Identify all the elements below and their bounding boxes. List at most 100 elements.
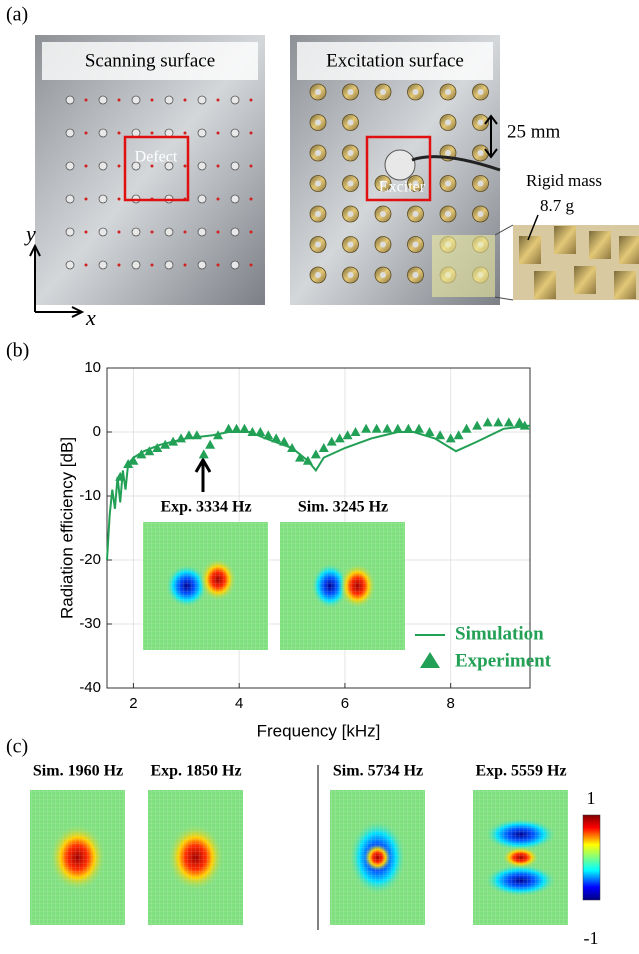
experiment-marker [152,443,163,452]
marker-dot [249,98,253,102]
experiment-marker [392,423,403,433]
bolt [131,161,141,171]
marker-dot [117,98,121,102]
colorbar-tick: -1 [584,928,599,948]
bolt [131,95,141,105]
experiment-marker [223,423,234,433]
annotation: Exp. 3334 Hz [160,499,251,516]
axes-arrows [29,243,85,318]
experiment-marker [403,423,414,433]
experiment-marker [326,436,337,446]
label: 8.7 g [540,196,575,215]
bolt-center [315,211,321,217]
x-tick-label: 4 [235,695,243,712]
bolt [197,128,207,138]
bolt-center [315,89,321,95]
bolt [98,194,108,204]
bolt-center [315,150,321,156]
experiment-marker [318,443,329,452]
marker-dot [183,263,187,267]
experiment-marker [255,427,266,436]
caption: Scanning surface [85,50,215,71]
bolt [197,227,207,237]
marker-dot [150,131,154,135]
marker-dot [84,197,88,201]
legend-label: Experiment [455,650,552,671]
experiment-marker [461,423,472,433]
experiment-marker [424,427,435,436]
marker-dot [150,164,154,168]
marker-dot [84,98,88,102]
mode-label: Sim. 1960 Hz [33,763,123,780]
bolt-center [412,180,419,187]
experiment-marker [213,430,224,440]
mode-label: Exp. 5559 Hz [475,763,566,780]
bolt-center [445,211,451,217]
bolt-center [380,89,386,95]
bolt [197,194,207,204]
bolt [65,260,75,270]
bolt-closeup [614,271,636,299]
bolt-center [477,180,484,187]
bolt [131,260,141,270]
experiment-marker [445,433,456,443]
bolt-closeup [619,236,639,264]
x-tick-label: 8 [447,695,455,712]
experiment-marker [263,430,274,440]
panel-label: (a) [6,4,28,26]
annotation: Sim. 3245 Hz [298,499,388,516]
bolt-center [445,180,451,187]
bolt-center [477,119,484,126]
spacing-arrow [484,114,498,159]
bolt-center [347,241,354,248]
bolt [197,161,207,171]
bolt-center [445,150,451,156]
experiment-marker [115,471,126,481]
bolt [230,227,240,237]
x-tick-label: 2 [129,695,137,712]
bolts [519,226,639,299]
bolt [230,260,240,270]
marker-dot [216,131,220,135]
marker-dot [216,230,220,234]
panel-label: (b) [6,340,29,362]
marker-dot [117,263,121,267]
exciter [384,149,416,181]
experiment-marker [205,439,216,449]
marker-dot [117,164,121,168]
x-axis-label: Frequency [kHz] [257,721,381,740]
bolt [230,194,240,204]
y-tick-label: -40 [79,679,101,696]
experiment-marker [191,430,202,440]
marker-dot [216,98,220,102]
bolt-center [412,241,419,248]
bolt-center [412,89,419,95]
bolt [98,161,108,171]
experiment-marker [472,420,483,430]
bolt-center [445,89,451,95]
experiment-marker [160,439,171,449]
colorbar-tick: 1 [587,788,596,808]
bolt-center [347,89,354,95]
y-tick-label: -10 [79,487,101,504]
experiment-marker [413,423,424,433]
experiment-marker [453,430,464,440]
y-tick-label: 0 [93,423,101,440]
y-tick-label: -20 [79,551,101,568]
experiment-marker [294,452,305,462]
experiment-marker [482,417,493,427]
mesh [330,790,425,925]
marker-dot [150,263,154,267]
experiment-marker [247,427,258,436]
marker-dot [84,131,88,135]
marker-dot [84,164,88,168]
bolt [98,260,108,270]
experiment-marker [371,423,382,433]
mesh [143,522,268,650]
marker-dot [150,98,154,102]
bolt-center [315,272,321,278]
connector [494,224,514,236]
bolt-center [412,272,419,278]
experiment-marker [271,433,282,443]
